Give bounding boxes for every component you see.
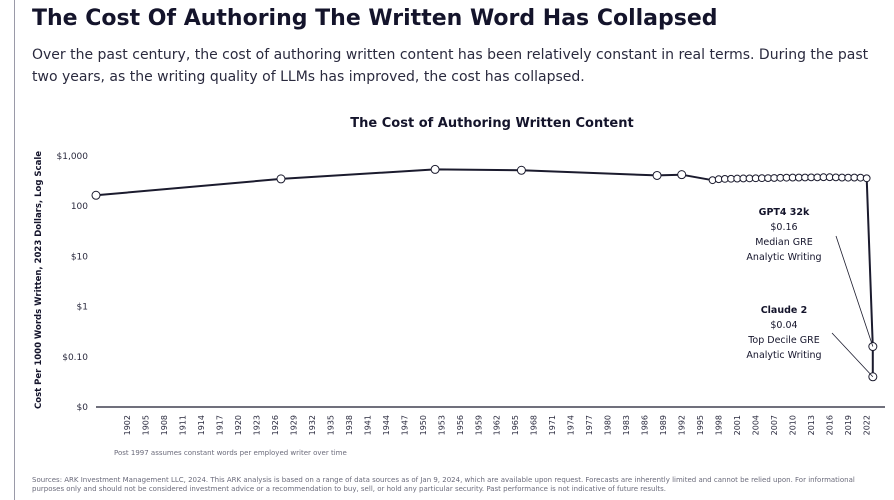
x-tick-label: 1980	[604, 415, 613, 435]
x-tick-label: 2007	[770, 415, 779, 435]
annotation-leader	[835, 235, 874, 347]
page-title: The Cost Of Authoring The Written Word H…	[32, 6, 718, 31]
x-tick-label: 1989	[659, 415, 668, 435]
x-tick-label: 1908	[160, 415, 169, 435]
annotation-text: Analytic Writing	[746, 350, 821, 361]
annotation-text: Claude 2	[761, 305, 808, 316]
source-footnote: Sources: ARK Investment Management LLC, …	[32, 476, 855, 493]
x-tick-label: 1929	[289, 415, 298, 435]
series-line	[91, 164, 878, 382]
x-tick-label: 1986	[641, 415, 650, 435]
page-subtitle: Over the past century, the cost of autho…	[32, 47, 869, 85]
x-tick-label: 1932	[308, 415, 317, 435]
annotation-leader	[831, 332, 874, 378]
x-tick-label: 1920	[234, 415, 243, 435]
x-tick-label: 1911	[178, 415, 187, 435]
data-point	[677, 170, 687, 180]
data-point	[430, 164, 440, 174]
y-tick-label: $1	[77, 303, 88, 313]
x-tick-label: 2004	[752, 415, 761, 435]
annotation-text: Median GRE	[755, 237, 813, 248]
x-tick-label: 2001	[733, 415, 742, 435]
x-tick-label: 2022	[863, 415, 872, 435]
chart-note: Post 1997 assumes constant words per emp…	[114, 449, 347, 457]
x-tick-label: 1953	[437, 415, 446, 435]
x-tick-label: 1923	[252, 415, 261, 435]
data-point	[276, 174, 286, 184]
x-tick-label: 2013	[807, 415, 816, 435]
x-tick-label: 1998	[715, 415, 724, 435]
x-tick-label: 1902	[123, 415, 132, 435]
x-tick-label: 1977	[585, 415, 594, 435]
x-tick-label: 1944	[382, 415, 391, 435]
x-tick-label: 1995	[696, 415, 705, 435]
x-tick-label: 1992	[678, 415, 687, 435]
annotation-text: $0.16	[770, 222, 797, 233]
x-tick-label: 1974	[567, 415, 576, 435]
x-axis: 1902 1905 1908 1911 1914 1917 1920 1923 1926 1929…	[96, 406, 885, 435]
x-tick-label: 1950	[419, 415, 428, 435]
x-tick-label: 2019	[844, 415, 853, 435]
x-tick-label: 1905	[141, 415, 150, 435]
annotations: GPT4 32k $0.16 Median GRE Analytic Writing C…	[746, 207, 874, 378]
x-tick-label: 1917	[215, 415, 224, 435]
annotation-text: Analytic Writing	[746, 252, 821, 263]
y-axis-label: Cost Per 1000 Words Written, 2023 Dollar…	[34, 151, 44, 409]
y-tick-label: $1,000	[57, 152, 89, 162]
x-tick-label: 2016	[826, 415, 835, 435]
y-tick-label: 100	[71, 202, 88, 212]
x-tick-label: 1947	[400, 415, 409, 435]
annotation-text: $0.04	[770, 320, 797, 331]
y-axis: $1,000 100 $10 $1 $0.10 $0	[57, 152, 89, 413]
y-tick-label: $10	[71, 252, 88, 262]
x-tick-label: 1941	[363, 415, 372, 435]
data-point	[652, 170, 662, 180]
x-tick-label: 2010	[789, 415, 798, 435]
x-tick-label: 1938	[345, 415, 354, 435]
x-tick-label: 1968	[530, 415, 539, 435]
data-point	[91, 190, 101, 200]
y-tick-label: $0.10	[62, 353, 88, 363]
y-tick-label: $0	[77, 403, 89, 413]
x-tick-label: 1935	[326, 415, 335, 435]
left-divider	[14, 0, 15, 500]
x-tick-label: 1926	[271, 415, 280, 435]
x-tick-label: 1971	[548, 415, 557, 435]
data-point	[516, 165, 526, 175]
chart-title: The Cost of Authoring Written Content	[350, 116, 633, 131]
x-tick-label: 1965	[511, 415, 520, 435]
x-tick-label: 1962	[493, 415, 502, 435]
x-tick-label: 1983	[622, 415, 631, 435]
annotation-text: Top Decile GRE	[747, 335, 820, 346]
x-tick-label: 1914	[197, 415, 206, 435]
annotation-text: GPT4 32k	[759, 207, 810, 218]
data-point	[862, 174, 871, 183]
x-tick-label: 1959	[474, 415, 483, 435]
x-tick-label: 1956	[456, 415, 465, 435]
data-point	[708, 176, 717, 185]
